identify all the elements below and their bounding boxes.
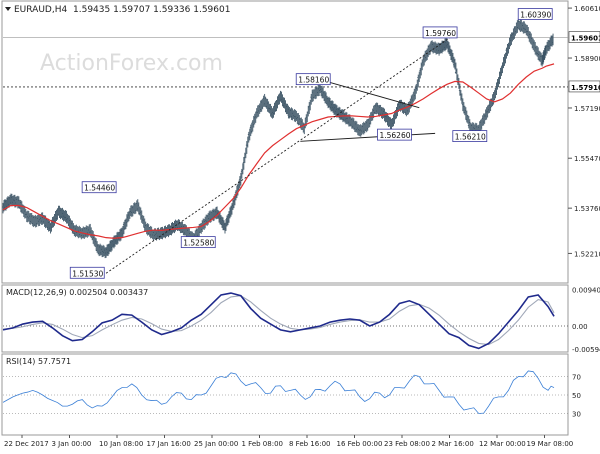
watermark: ActionForex.com: [40, 51, 223, 76]
annotation-label: 1.56260: [379, 131, 410, 140]
macd-panel-frame: [1, 284, 569, 353]
x-tick-label: 17 Jan 16:00: [147, 440, 191, 448]
annotation-box: [422, 26, 458, 39]
annotation-box: [377, 128, 412, 141]
x-tick-label: 3 Jan 00:00: [52, 440, 92, 448]
x-tick-label: 22 Dec 2017: [4, 440, 49, 448]
annotation-box: [295, 73, 331, 86]
x-tick-label: 2 Mar 16:00: [432, 440, 474, 448]
price-y-tick-label: 1.52210: [574, 250, 600, 258]
price-tag-box: [568, 80, 600, 93]
price-y-tick-label: 1.55470: [574, 155, 600, 163]
axis-layer: 1.60610 1.58900 1.57190 1.55470 1.53760 1.522…: [4, 5, 600, 448]
macd-title: MACD(12,26,9) 0.002504 0.003437: [6, 288, 148, 297]
chart-header-symbol: EURAUD,H4: [14, 5, 67, 15]
macd-y-tick-label: 0.009402: [572, 287, 600, 295]
annotation-label: 1.51530: [72, 269, 103, 278]
annotation-label: 1.59760: [425, 29, 456, 38]
rsi-y-tick-label: 70: [572, 374, 581, 382]
rsi-panel-frame: [1, 353, 569, 436]
x-tick-label: 8 Feb 16:00: [289, 440, 330, 448]
price-panel-frame: [1, 0, 569, 284]
chart-header-ohlc: 1.59435 1.59707 1.59336 1.59601: [73, 5, 230, 15]
x-tick-label: 25 Jan 00:00: [194, 440, 238, 448]
x-tick-label: 23 Feb 08:00: [384, 440, 430, 448]
price-y-tick-label: 1.53760: [574, 205, 600, 213]
triangle-upper-trendline: [320, 79, 420, 109]
macd-layer: [2, 292, 568, 350]
annotation-label: 1.54460: [84, 184, 115, 193]
moving-average-line: [2, 63, 555, 239]
annotation-box: [81, 181, 117, 194]
annotation-layer: 1.60390 1.59760 1.58160 1.56260 1.56210 1.544…: [69, 8, 553, 279]
macd-line: [2, 292, 555, 350]
price-tag-label: 1.59601: [571, 35, 600, 43]
annotation-label: 1.56210: [455, 133, 486, 142]
x-tick-label: 16 Feb 00:00: [337, 440, 383, 448]
rsi-y-tick-label: 30: [572, 411, 581, 419]
price-y-tick-label: 1.57190: [574, 105, 600, 113]
x-tick-label: 19 Mar 08:00: [527, 440, 574, 448]
annotation-box: [69, 266, 105, 279]
x-tick-label: 10 Jan 08:00: [99, 440, 143, 448]
grid-layer: [3, 37, 568, 88]
rsi-title: RSI(14) 57.7571: [6, 357, 71, 366]
rising-channel-dotted-line: [105, 32, 458, 274]
price-y-tick-label: 1.60610: [574, 5, 600, 13]
annotation-box: [452, 130, 488, 142]
x-tick-label: 12 Mar 00:00: [479, 440, 526, 448]
macd-y-tick-label: 0.00: [572, 323, 588, 331]
annotation-box: [517, 8, 553, 20]
rsi-y-tick-label: 50: [572, 392, 581, 400]
rsi-layer: [2, 370, 568, 414]
annotation-label: 1.60390: [520, 11, 551, 20]
macd-signal-line: [2, 295, 555, 346]
triangle-lower-trendline: [300, 132, 436, 142]
macd-y-tick-label: -0.00594: [572, 346, 600, 354]
price-y-tick-label: 1.58900: [574, 55, 600, 63]
price-layer: [2, 18, 555, 259]
price-tag-box: [568, 31, 600, 43]
annotation-label: 1.58160: [298, 76, 329, 85]
header-arrow-icon: [5, 7, 11, 11]
annotation-label: 1.52580: [183, 239, 214, 248]
annotation-box: [180, 236, 216, 249]
rsi-line: [2, 370, 555, 414]
price-tag-label: 1.57910: [571, 84, 600, 92]
x-tick-label: 1 Feb 08:00: [242, 440, 283, 448]
